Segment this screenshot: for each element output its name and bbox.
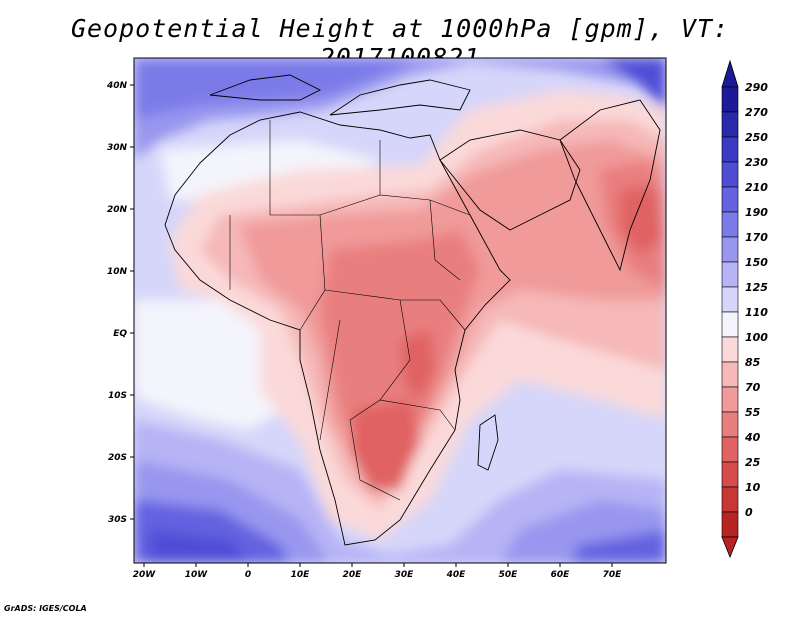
colorbar-segment [721,486,739,513]
colorbar-level-label: 290 [745,81,768,94]
lon-tick-label: 50E [499,570,519,580]
colorbar-segment [721,411,739,438]
colorbar-level-label: 25 [745,456,761,469]
colorbar-level-label: 125 [745,281,768,294]
colorbar-level-label: 190 [745,206,768,219]
lon-tick-label: 10W [185,570,209,580]
colorbar-segment [721,111,739,138]
lat-tick-label: 30N [107,143,128,153]
longitude-axis: 20W 10W 0 10E 20E 30E 40E 50E 60E 70E [133,563,622,580]
colorbar-segment [721,311,739,338]
colorbar-level-label: 55 [745,406,761,419]
lat-tick-label: 30S [108,515,127,525]
colorbar-level-label: 40 [744,431,761,444]
colorbar-segment [721,136,739,163]
colorbar-level-label: 250 [745,131,768,144]
lat-tick-label: 40N [106,81,128,91]
colorbar-segment [721,461,739,488]
country-borders [229,120,471,501]
colorbar-level-label: 230 [745,156,768,169]
lat-tick-label: 10N [107,267,128,277]
lon-tick-label: 20W [133,570,157,580]
colorbar-segment [721,161,739,188]
latitude-axis: 40N 30N 20N 10N EQ 10S 20S 30S [106,81,134,525]
lat-tick-label: 20N [107,205,128,215]
lon-tick-label: 30E [395,570,415,580]
colorbar-segment [721,436,739,463]
colorbar-segment [721,361,739,388]
colorbar-level-label: 210 [745,181,768,194]
colorbar-level-label: 85 [745,356,761,369]
colorbar-level-label: 150 [745,256,768,269]
colorbar-segment [721,511,739,538]
colorbar-level-label: 110 [745,306,768,319]
colorbar-top-arrow [721,59,739,88]
colorbar-level-label: 100 [745,331,768,344]
colorbar-level-label: 0 [745,506,753,519]
colorbar-level-label: 170 [745,231,768,244]
colorbar-segment [721,186,739,213]
lon-tick-label: 0 [245,570,251,580]
colorbar: 2902702502302101901701501251101008570554… [721,59,768,559]
colorbar-segment [721,386,739,413]
colorbar-segment [721,336,739,363]
map-frame [133,57,667,564]
colorbar-level-label: 70 [745,381,761,394]
lon-tick-label: 40E [446,570,467,580]
colorbar-segment [721,261,739,288]
lat-tick-label: 20S [108,453,127,463]
colorbar-segment [721,236,739,263]
lon-tick-label: 70E [603,570,623,580]
geopotential-field [134,58,666,563]
lon-tick-label: 20E [343,570,363,580]
colorbar-segment [721,86,739,113]
colorbar-level-label: 270 [745,106,768,119]
lon-tick-label: 10E [291,570,311,580]
lat-tick-label: EQ [113,329,127,339]
colorbar-segment [721,211,739,238]
lat-tick-label: 10S [108,391,127,401]
credit-label: GrADS: IGES/COLA [4,604,87,613]
lon-tick-label: 60E [551,570,571,580]
colorbar-bottom-arrow [721,536,739,559]
colorbar-segment [721,286,739,313]
colorbar-level-label: 10 [745,481,761,494]
